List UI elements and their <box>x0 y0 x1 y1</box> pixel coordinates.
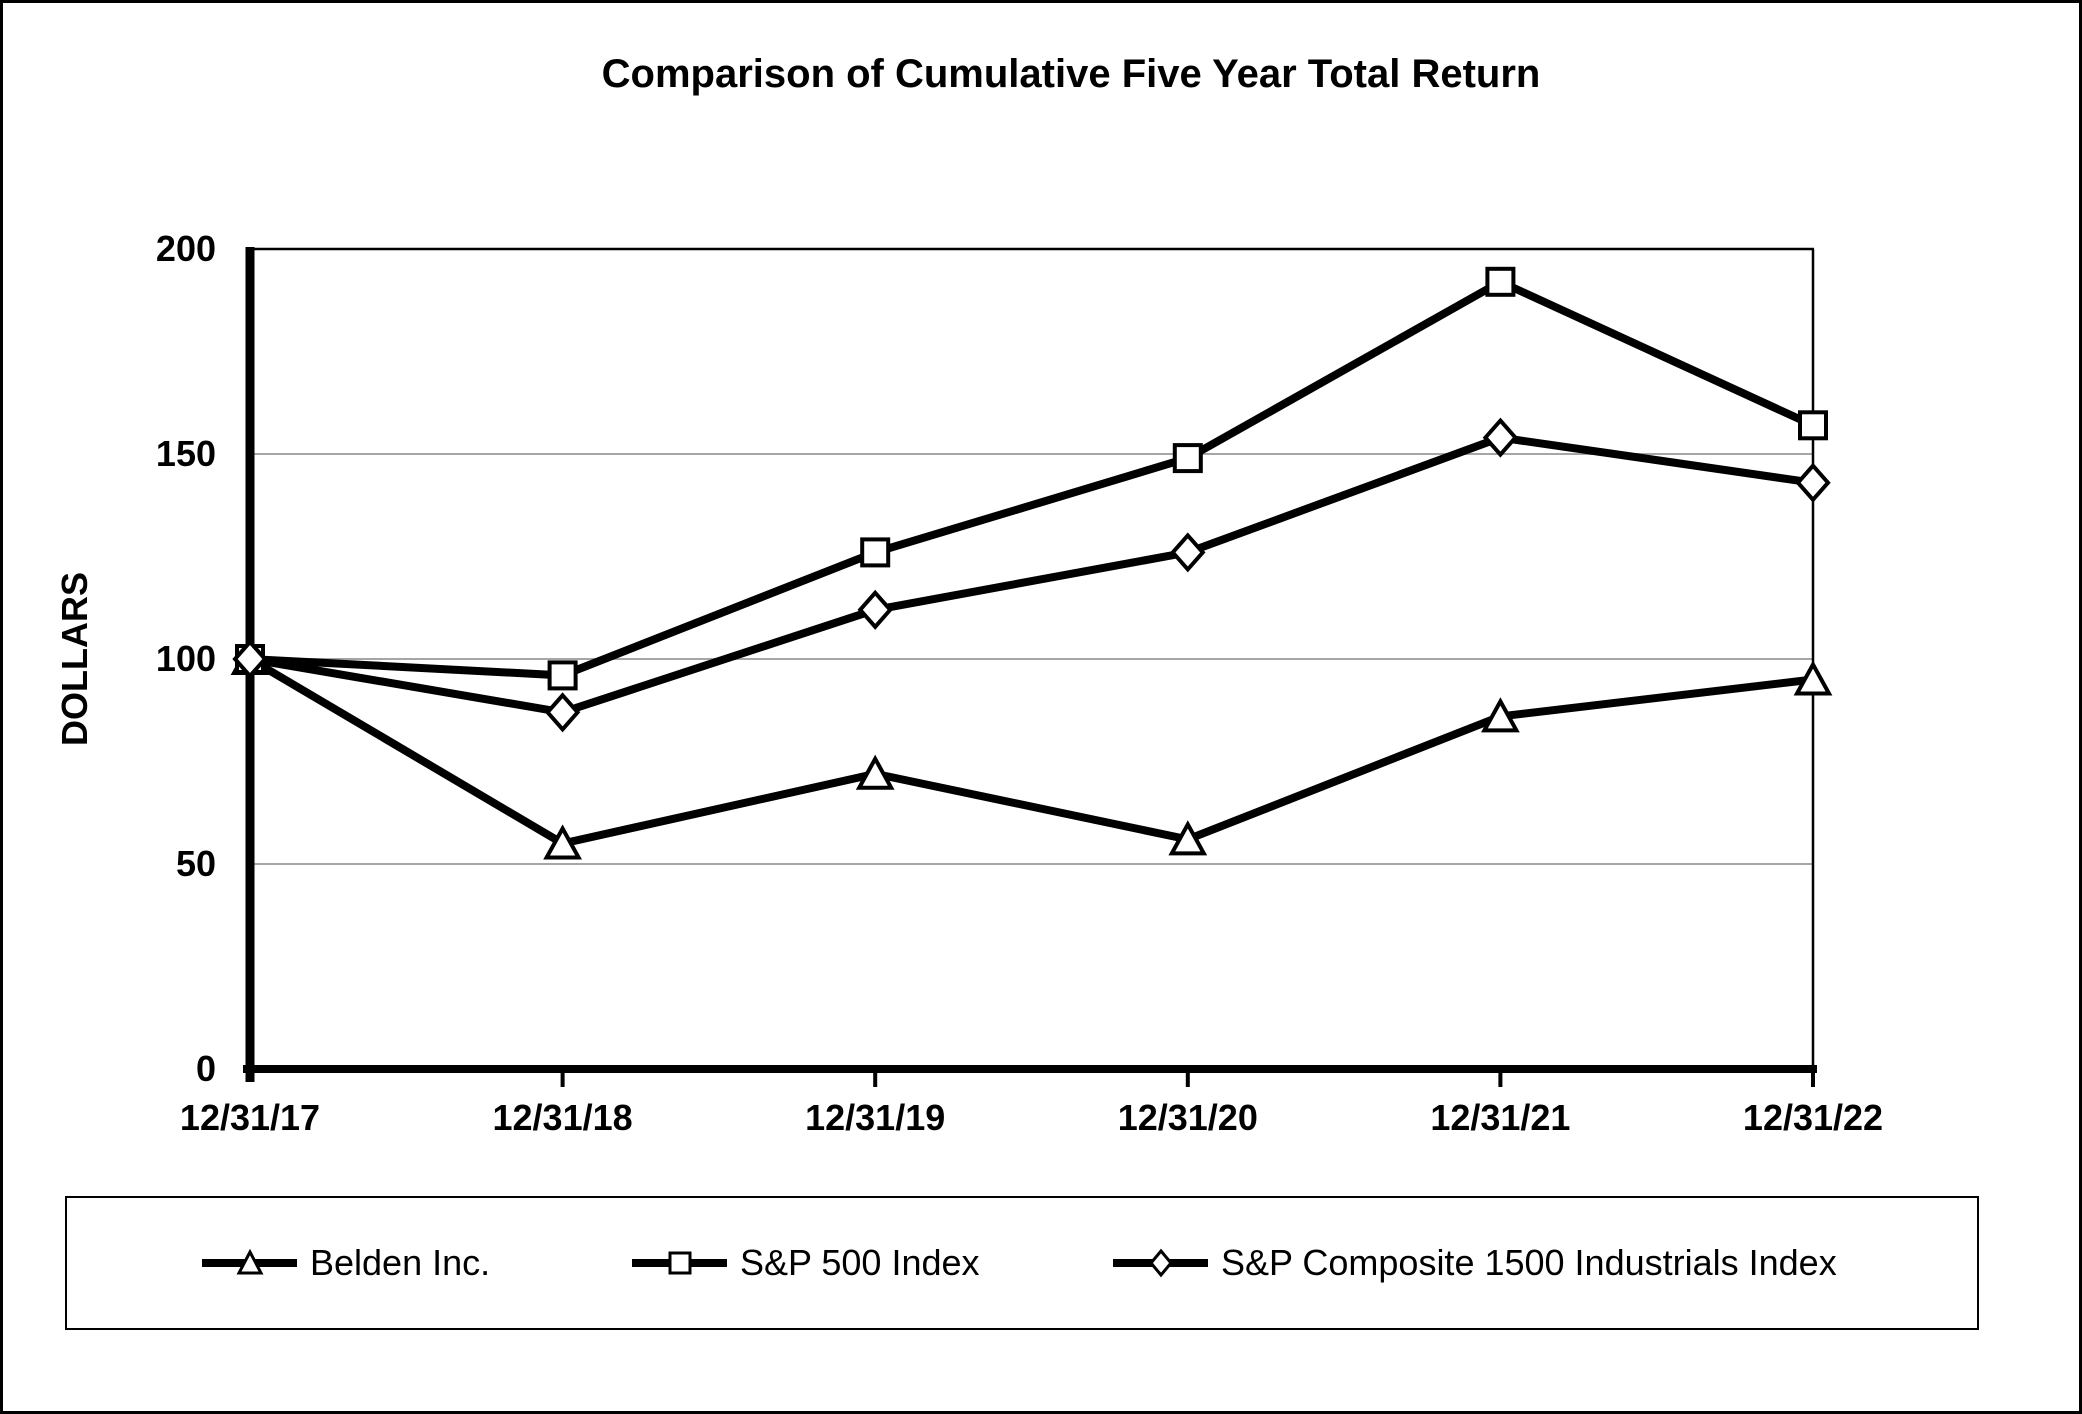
x-tick-label-12-31-21: 12/31/21 <box>1430 1097 1571 1138</box>
series-line-belden-inc <box>247 655 1814 848</box>
x-tick-mark-12-31-20 <box>1185 1073 1190 1087</box>
marker-triangle-belden-inc <box>543 824 582 860</box>
y-tick-label-0: 0 <box>195 1048 216 1089</box>
x-tick-mark-12-31-22 <box>1811 1073 1815 1087</box>
legend-label-belden: Belden Inc. <box>310 1242 491 1283</box>
marker-diamond-s-p-composite-1500-industrials-index <box>857 589 893 630</box>
marker-square-s-p-500-index <box>1798 410 1828 441</box>
marker-triangle-belden-inc <box>1168 820 1208 856</box>
legend-item-sp500: S&P 500 Index <box>632 1241 980 1285</box>
x-tick-mark-12-31-19 <box>873 1073 878 1087</box>
marker-diamond-s-p-composite-1500-industrials-index <box>1795 462 1831 503</box>
x-tick-label-12-31-20: 12/31/20 <box>1117 1097 1258 1138</box>
x-tick-label-12-31-19: 12/31/19 <box>805 1097 946 1138</box>
marker-square-s-p-500-index <box>1485 266 1516 297</box>
legend-triangle-swatch <box>202 1248 297 1275</box>
chart-title: Comparison of Cumulative Five Year Total… <box>601 52 1541 96</box>
y-tick-label-200: 200 <box>155 228 216 269</box>
x-tick-label-12-31-18: 12/31/18 <box>492 1097 633 1138</box>
y-tick-label-150: 150 <box>155 433 216 474</box>
legend-square-swatch <box>632 1251 727 1275</box>
marker-triangle-belden-inc <box>1793 660 1833 696</box>
legend-diamond-swatch <box>1113 1248 1208 1278</box>
series-line-s-p-composite-1500-industrials-index <box>249 433 1814 717</box>
marker-triangle-belden-inc <box>1481 697 1520 733</box>
marker-triangle-belden-inc <box>855 754 895 790</box>
legend-marker-square <box>668 1251 692 1275</box>
y-tick-label-50: 50 <box>175 843 216 884</box>
marker-square-s-p-500-index <box>1172 443 1203 474</box>
marker-diamond-s-p-composite-1500-industrials-index <box>1482 417 1519 458</box>
legend-marker-triangle <box>236 1248 264 1275</box>
x-tick-mark-12-31-21 <box>1498 1073 1503 1087</box>
marker-diamond-s-p-composite-1500-industrials-index <box>1170 532 1206 573</box>
x-tick-label-12-31-17: 12/31/17 <box>179 1097 321 1138</box>
series-line-s-p-500-index <box>249 277 1815 680</box>
y-tick-label-100: 100 <box>155 638 216 679</box>
x-tick-mark-12-31-18 <box>560 1073 565 1087</box>
legend-item-belden: Belden Inc. <box>202 1241 490 1285</box>
legend-marker-diamond <box>1149 1248 1173 1278</box>
legend-label-sp1500-industrials: S&P Composite 1500 Industrials Index <box>1221 1242 1837 1283</box>
x-axis-line <box>243 1065 1817 1073</box>
legend-item-sp1500-industrials: S&P Composite 1500 Industrials Index <box>1113 1241 1837 1285</box>
legend-label-sp500: S&P 500 Index <box>740 1242 980 1283</box>
x-tick-label-12-31-22: 12/31/22 <box>1742 1097 1884 1138</box>
marker-square-s-p-500-index <box>860 537 891 568</box>
marker-diamond-s-p-composite-1500-industrials-index <box>544 692 581 733</box>
marker-diamond-s-p-composite-1500-industrials-index <box>232 638 268 680</box>
legend-box <box>65 1196 1979 1330</box>
marker-square-s-p-500-index <box>547 660 578 691</box>
